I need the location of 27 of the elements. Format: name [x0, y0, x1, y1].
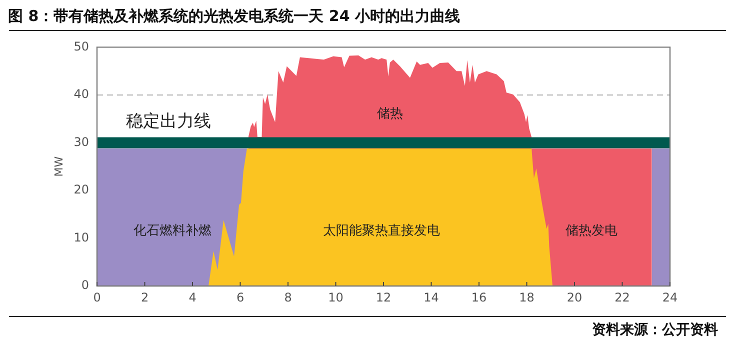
y-tick-label: 0 [81, 278, 89, 292]
x-tick-label: 2 [140, 290, 149, 304]
series-label: 储热 [376, 106, 403, 122]
text: 资料来源：公开资料 [592, 321, 718, 339]
y-tick-label: 20 [74, 182, 89, 197]
chart-title: 图 8：带有储热及补燃系统的光热发电系统一天 24 小时的出力曲线 [8, 7, 460, 26]
x-tick-label: 12 [376, 290, 392, 304]
x-tick-label: 0 [93, 290, 101, 304]
x-tick-label: 8 [284, 290, 292, 304]
x-tick-label: 20 [566, 290, 582, 304]
x-tick-label: 22 [614, 290, 630, 304]
x-tick-label: 16 [471, 290, 487, 304]
series-label: 化石燃料补燃 [134, 223, 212, 238]
series-label: 储热发电 [566, 223, 618, 238]
x-tick-label: 14 [424, 290, 439, 304]
y-tick-label: 40 [74, 87, 89, 102]
x-tick-label: 24 [662, 290, 678, 304]
y-tick-label: 10 [74, 230, 89, 244]
x-tick-label: 10 [328, 290, 344, 304]
x-tick-label: 4 [188, 290, 196, 304]
ref-line-label: 稳定出力线 [126, 112, 211, 132]
x-tick-label: 18 [519, 290, 534, 304]
y-tick-label: 30 [74, 134, 89, 149]
series-label: 太阳能聚热直接发电 [322, 223, 440, 238]
y-tick-label: 50 [74, 39, 89, 54]
x-tick-label: 6 [236, 290, 244, 304]
y-axis-title: MW [52, 156, 66, 177]
